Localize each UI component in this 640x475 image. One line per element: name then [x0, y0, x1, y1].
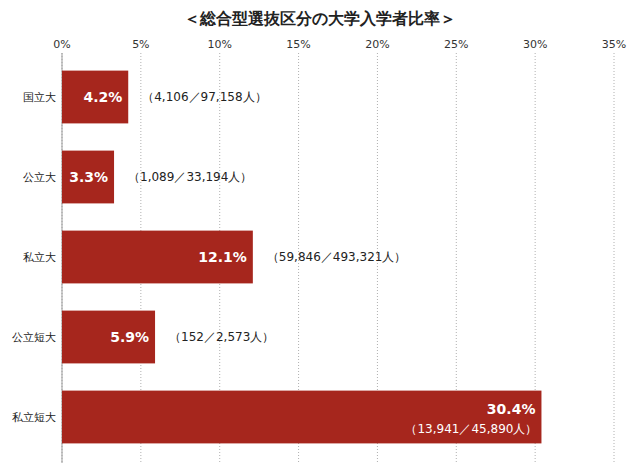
tick-label: 20%	[365, 38, 389, 51]
annotation: （13,941／45,890人）	[405, 422, 537, 436]
annotation: （152／2,573人）	[169, 330, 274, 344]
bars	[62, 71, 541, 444]
category-label: 公立大	[23, 171, 56, 184]
data-label: 4.2%	[83, 89, 122, 105]
category-label: 私立大	[23, 251, 56, 264]
bar	[62, 71, 128, 124]
data-label: 3.3%	[69, 169, 108, 185]
bar	[62, 151, 114, 204]
tick-label: 10%	[207, 38, 231, 51]
labels: 国立大 4.2% （4,106／97,158人） 公立大 3.3% （1,089／33,1…	[12, 89, 537, 436]
tick-label: 0%	[53, 38, 70, 51]
data-label: 12.1%	[198, 249, 247, 265]
bar	[62, 391, 541, 444]
data-label: 30.4%	[487, 401, 536, 417]
tick-label: 5%	[132, 38, 149, 51]
tick-label: 15%	[286, 38, 310, 51]
chart: ＜総合型選抜区分の大学入学者比率＞ 0% 5% 10% 15% 20% 25% 30% 35% 国…	[0, 0, 640, 475]
annotation: （59,846／493,321人）	[267, 250, 407, 264]
category-label: 私立短大	[12, 411, 56, 424]
bar	[62, 311, 155, 364]
grid	[62, 53, 614, 463]
tick-label: 30%	[523, 38, 547, 51]
tick-label: 35%	[602, 38, 626, 51]
title: ＜総合型選抜区分の大学入学者比率＞	[184, 9, 456, 28]
category-label: 国立大	[23, 91, 56, 104]
annotation: （4,106／97,158人）	[142, 90, 266, 104]
bar	[62, 231, 253, 284]
tick-label: 25%	[444, 38, 468, 51]
category-label: 公立短大	[12, 331, 56, 344]
data-label: 5.9%	[110, 329, 149, 345]
annotation: （1,089／33,194人）	[128, 170, 252, 184]
grid-line	[614, 53, 615, 463]
